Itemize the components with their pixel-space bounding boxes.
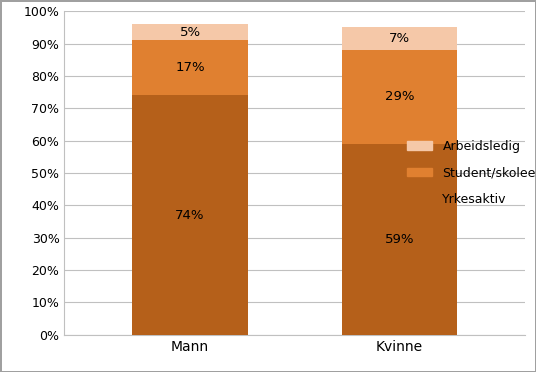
Text: 29%: 29%	[385, 90, 414, 103]
Text: 59%: 59%	[385, 233, 414, 246]
Text: 5%: 5%	[180, 26, 200, 39]
Legend: Arbeidsledig, Student/skoleelev, Yrkesaktiv: Arbeidsledig, Student/skoleelev, Yrkesak…	[403, 135, 536, 211]
Bar	[132, 40, 248, 95]
Bar	[342, 144, 457, 335]
Text: 17%: 17%	[175, 61, 205, 74]
Text: 74%: 74%	[175, 209, 205, 222]
Text: 7%: 7%	[389, 32, 410, 45]
Bar	[342, 28, 457, 50]
Bar	[342, 50, 457, 144]
Bar	[132, 24, 248, 40]
Bar	[132, 95, 248, 335]
